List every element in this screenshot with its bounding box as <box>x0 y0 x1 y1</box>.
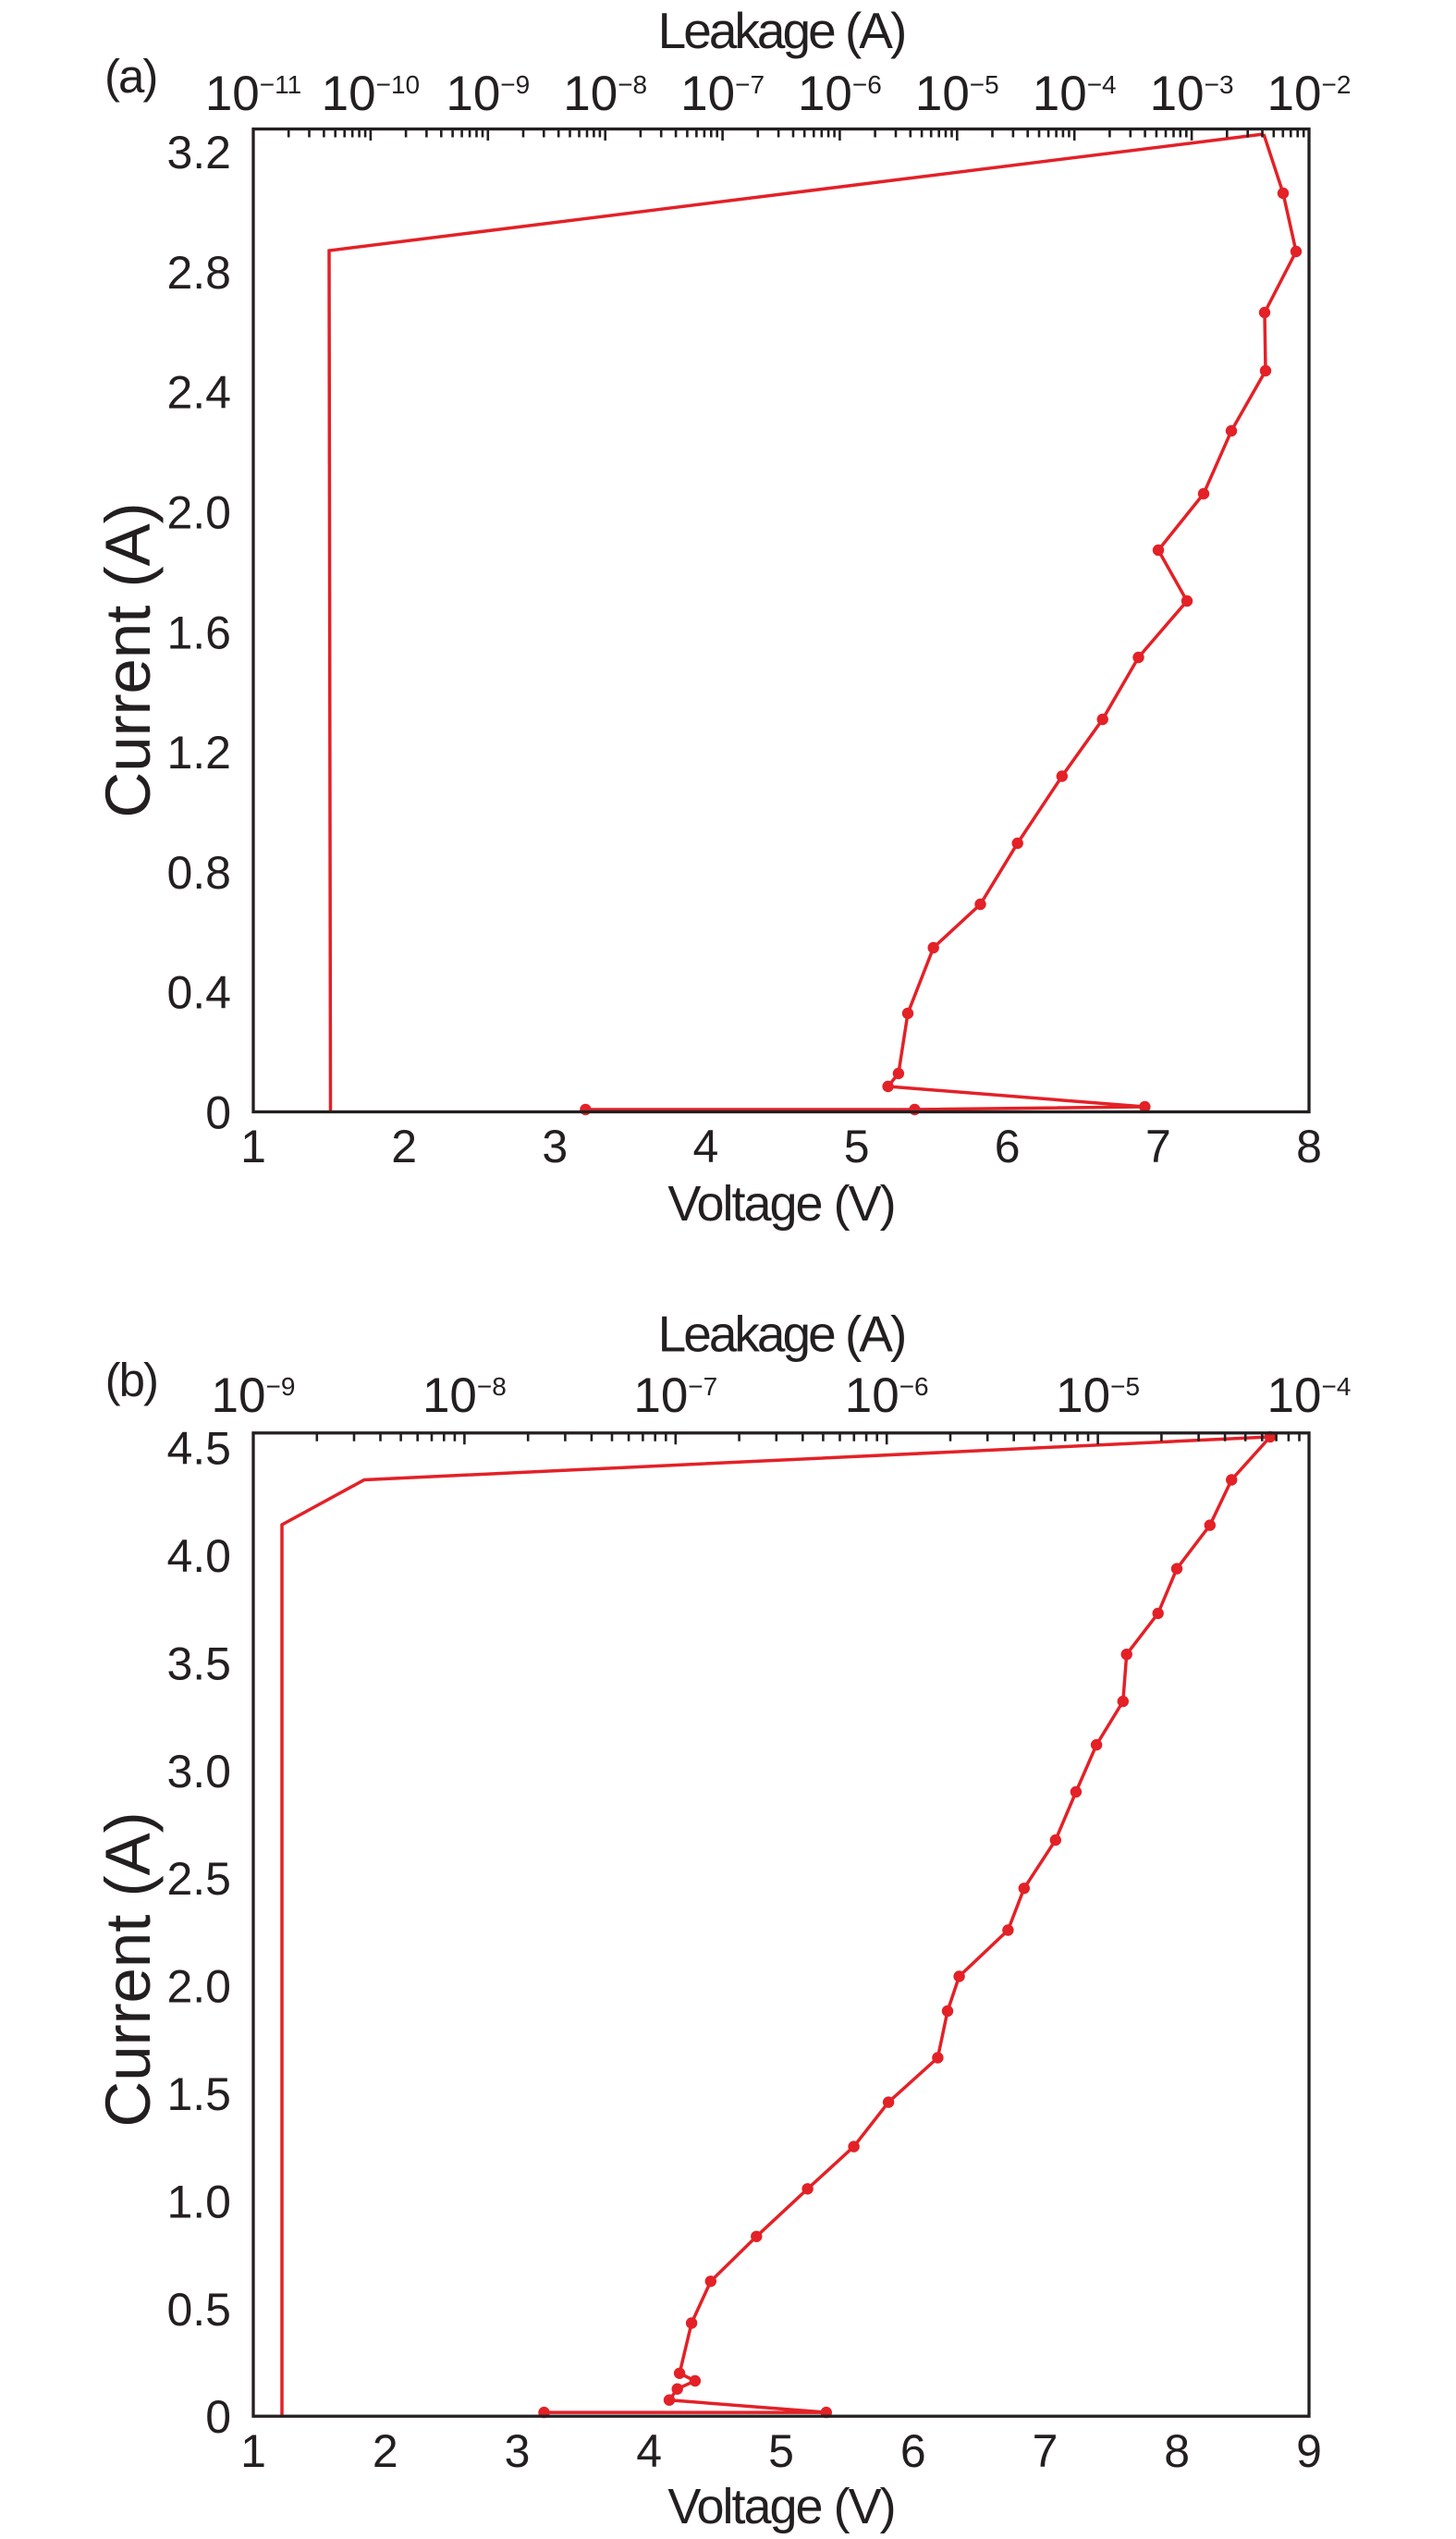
svg-text:2.0: 2.0 <box>166 1961 231 2013</box>
svg-text:Current (A): Current (A) <box>92 1811 164 2127</box>
svg-text:0: 0 <box>205 2391 231 2443</box>
svg-text:3.0: 3.0 <box>166 1746 231 1797</box>
svg-text:0: 0 <box>205 1087 231 1139</box>
svg-text:0.5: 0.5 <box>166 2284 231 2336</box>
svg-text:0.4: 0.4 <box>166 967 231 1019</box>
svg-text:4.5: 4.5 <box>166 1423 231 1475</box>
svg-text:8: 8 <box>1164 2425 1190 2477</box>
svg-text:2: 2 <box>373 2425 398 2477</box>
svg-text:2.5: 2.5 <box>166 1853 231 1905</box>
svg-text:1.0: 1.0 <box>166 2176 231 2227</box>
svg-text:Voltage (V): Voltage (V) <box>667 2479 894 2534</box>
svg-text:5: 5 <box>768 2425 794 2477</box>
svg-text:2.4: 2.4 <box>166 367 231 419</box>
svg-text:10−7: 10−7 <box>680 67 765 121</box>
svg-text:6: 6 <box>900 2425 926 2477</box>
svg-text:0.8: 0.8 <box>166 847 231 899</box>
svg-text:Current (A): Current (A) <box>92 502 164 817</box>
svg-text:4.0: 4.0 <box>166 1530 231 1582</box>
svg-text:3: 3 <box>542 1121 568 1172</box>
svg-text:Leakage (A): Leakage (A) <box>658 1306 905 1363</box>
svg-text:Voltage (V): Voltage (V) <box>667 1176 894 1232</box>
svg-text:3: 3 <box>505 2425 531 2477</box>
svg-text:2.0: 2.0 <box>166 487 231 539</box>
svg-text:6: 6 <box>995 1121 1021 1172</box>
svg-text:5: 5 <box>844 1121 870 1172</box>
svg-text:1: 1 <box>240 1121 266 1172</box>
svg-text:Leakage (A): Leakage (A) <box>658 2 905 59</box>
svg-text:(b): (b) <box>105 1354 157 1406</box>
svg-text:9: 9 <box>1296 2425 1322 2477</box>
svg-text:7: 7 <box>1033 2425 1058 2477</box>
svg-text:2.8: 2.8 <box>166 247 231 299</box>
svg-text:8: 8 <box>1296 1121 1322 1172</box>
svg-text:1.6: 1.6 <box>166 607 231 658</box>
svg-text:2: 2 <box>391 1121 417 1172</box>
svg-text:7: 7 <box>1145 1121 1171 1172</box>
svg-text:3.5: 3.5 <box>166 1637 231 1689</box>
svg-text:4: 4 <box>636 2425 662 2477</box>
svg-text:3.2: 3.2 <box>166 127 231 178</box>
svg-text:1: 1 <box>240 2425 266 2477</box>
svg-text:(a): (a) <box>104 50 156 103</box>
svg-text:4: 4 <box>692 1121 718 1172</box>
svg-text:1.2: 1.2 <box>166 727 231 779</box>
svg-text:1.5: 1.5 <box>166 2068 231 2120</box>
svg-text:10−6: 10−6 <box>798 67 882 121</box>
